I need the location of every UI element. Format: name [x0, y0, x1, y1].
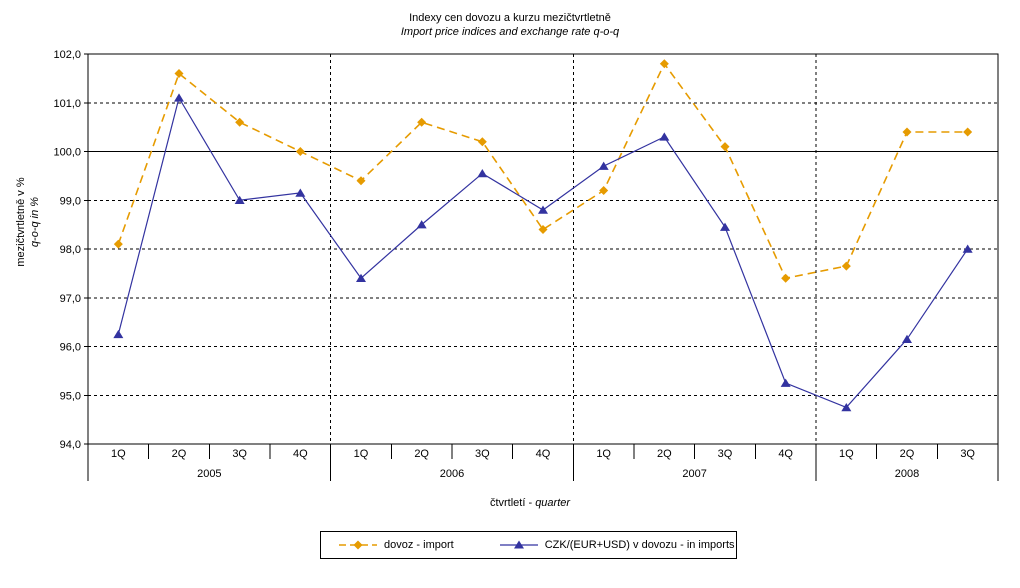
diamond-marker: [113, 239, 123, 249]
triangle-marker: [902, 334, 912, 343]
triangle-marker: [962, 244, 973, 253]
x-axis-year-label: 2007: [682, 468, 706, 480]
y-axis-tick-label: 100,0: [53, 147, 81, 159]
y-axis-tick-label: 101,0: [53, 98, 81, 110]
triangle-marker: [659, 132, 670, 141]
x-axis-quarter-label: 3Q: [960, 448, 975, 460]
chart-subtitle: Import price indices and exchange rate q…: [400, 26, 620, 38]
y-axis-title: mezičtvrtletně v % q-o-q in %: [15, 177, 41, 266]
diamond-marker: [477, 137, 487, 147]
y-axis-tick-label: 96,0: [60, 342, 81, 354]
diamond-marker: [720, 142, 730, 152]
y-axis-tick-label: 99,0: [60, 195, 81, 207]
legend-entry-import: dovoz - import: [338, 539, 454, 551]
x-axis-year-label: 2006: [440, 468, 464, 480]
x-axis-title-czech: čtvrtletí -: [489, 497, 533, 509]
y-axis-tick-label: 98,0: [60, 244, 81, 256]
diamond-marker: [356, 176, 366, 186]
diamond-marker: [841, 261, 851, 271]
x-axis-quarter-label: 1Q: [354, 448, 369, 460]
x-axis-quarter-label: 3Q: [475, 448, 490, 460]
triangle-marker: [720, 222, 730, 231]
legend-label-import: dovoz - import: [384, 539, 454, 551]
y-axis-title-line2: q-o-q in %: [29, 197, 41, 247]
triangle-marker: [477, 168, 488, 178]
diamond-marker: [235, 117, 245, 127]
legend-key-solid-triangle-icon: [499, 540, 538, 549]
legend: dovoz - import CZK/(EUR+USD) v dovozu - …: [320, 531, 737, 559]
diamond-marker: [963, 127, 973, 137]
triangle-marker: [780, 378, 791, 387]
y-axis-tick-label: 97,0: [60, 293, 81, 305]
chart-title-block: Indexy cen dovozu a kurzu mezičtvrtletně…: [0, 11, 1020, 39]
chart-title: Indexy cen dovozu a kurzu mezičtvrtletně: [409, 12, 611, 24]
triangle-marker: [841, 402, 852, 412]
y-axis-title-line1: mezičtvrtletně v %: [15, 177, 27, 266]
x-axis-quarter-label: 1Q: [839, 448, 854, 460]
x-axis-quarter-label: 2Q: [657, 448, 672, 460]
diamond-marker: [599, 186, 609, 195]
y-axis-tick-label: 102,0: [53, 49, 81, 61]
diamond-marker: [538, 225, 548, 234]
triangle-marker: [598, 161, 609, 170]
triangle-marker: [295, 188, 306, 197]
diamond-marker: [902, 127, 912, 137]
chart-plot-area: mezičtvrtletně v % q-o-q in % 1Q 2Q 3Q 4Q 20…: [15, 49, 999, 481]
y-axis-tick-label: 94,0: [60, 439, 81, 451]
triangle-marker: [113, 329, 124, 339]
series-line-import: [117, 62, 968, 280]
x-axis-quarter-label: 3Q: [232, 448, 247, 460]
legend-label-czk: CZK/(EUR+USD) v dovozu - in imports: [544, 539, 735, 551]
x-axis-title-english: quarter: [535, 497, 571, 509]
x-axis-quarter-label: 2Q: [172, 448, 187, 460]
triangle-marker: [416, 220, 427, 229]
x-axis-title: čtvrtletí - quarter: [20, 497, 1020, 509]
plot-border: [87, 53, 999, 445]
legend-key-dashed-diamond-icon: [339, 540, 377, 550]
x-axis-quarter-label: 2Q: [414, 448, 429, 460]
x-axis-year-label: 2008: [895, 468, 919, 480]
x-axis-quarter-label: 1Q: [111, 448, 126, 460]
x-axis-year-label: 2005: [197, 468, 221, 480]
triangle-marker: [538, 205, 548, 214]
x-axis-quarter-label: 4Q: [293, 448, 308, 460]
x-axis-quarter-label: 4Q: [778, 448, 793, 460]
triangle-marker: [234, 195, 245, 205]
diamond-marker: [174, 69, 184, 78]
triangle-marker: [356, 273, 366, 283]
diamond-marker: [781, 273, 791, 283]
x-axis-quarter-label: 1Q: [596, 448, 611, 460]
y-axis-tick-label: 95,0: [60, 390, 81, 402]
x-axis-quarter-label: 4Q: [536, 448, 551, 460]
x-axis-quarter-label: 2Q: [900, 448, 915, 460]
legend-entry-czk: CZK/(EUR+USD) v dovozu - in imports: [499, 539, 735, 551]
triangle-marker: [174, 93, 184, 102]
series-line-czk: [117, 96, 969, 409]
x-axis-quarter-label: 3Q: [718, 448, 733, 460]
diamond-marker: [659, 59, 669, 69]
diamond-marker: [417, 117, 427, 127]
diamond-marker: [295, 147, 305, 156]
